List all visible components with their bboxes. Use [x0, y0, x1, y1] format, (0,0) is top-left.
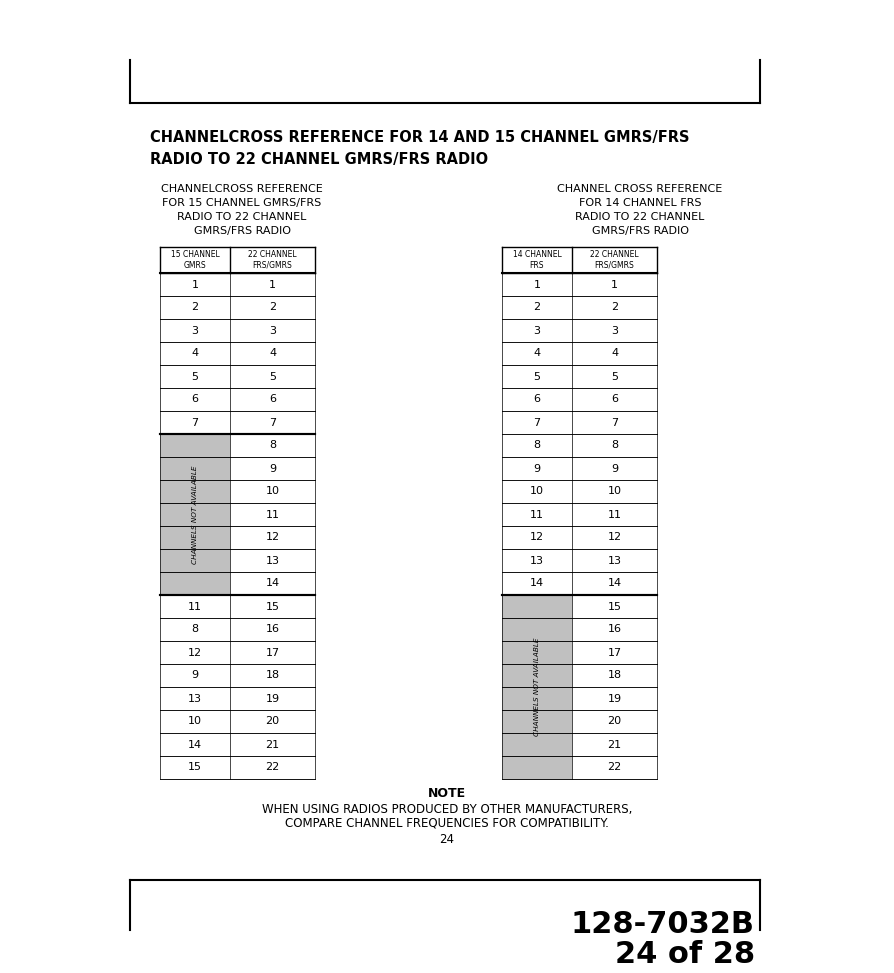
Text: CHANNELCROSS REFERENCE: CHANNELCROSS REFERENCE — [161, 184, 323, 194]
Text: 1: 1 — [534, 279, 541, 290]
Text: 17: 17 — [607, 647, 621, 658]
Text: 5: 5 — [534, 372, 541, 381]
Text: 6: 6 — [534, 394, 541, 405]
Text: 128-7032B: 128-7032B — [571, 910, 755, 939]
Text: 14: 14 — [607, 579, 621, 589]
Text: 8: 8 — [269, 441, 276, 450]
Text: 11: 11 — [266, 510, 280, 520]
Text: 12: 12 — [607, 532, 621, 543]
Text: 11: 11 — [530, 510, 544, 520]
Text: 11: 11 — [188, 601, 202, 611]
Bar — [502, 595, 572, 779]
Text: 15: 15 — [608, 601, 621, 611]
Text: 2: 2 — [191, 303, 198, 312]
Text: 22: 22 — [266, 763, 280, 773]
Text: 2: 2 — [534, 303, 541, 312]
Text: 4: 4 — [611, 348, 618, 358]
Text: 8: 8 — [534, 441, 541, 450]
Text: 6: 6 — [191, 394, 198, 405]
Text: 22 CHANNEL
FRS/GMRS: 22 CHANNEL FRS/GMRS — [590, 250, 639, 270]
Text: 1: 1 — [191, 279, 198, 290]
Text: 21: 21 — [266, 739, 280, 749]
Text: 12: 12 — [530, 532, 544, 543]
Text: 15 CHANNEL
GMRS: 15 CHANNEL GMRS — [171, 250, 219, 270]
Text: 7: 7 — [191, 417, 198, 427]
Text: 20: 20 — [266, 716, 280, 727]
Text: 14: 14 — [266, 579, 280, 589]
Text: CHANNELS NOT AVAILABLE: CHANNELS NOT AVAILABLE — [192, 465, 198, 563]
Text: 22 CHANNEL
FRS/GMRS: 22 CHANNEL FRS/GMRS — [249, 250, 297, 270]
Text: 16: 16 — [608, 625, 621, 634]
Text: 7: 7 — [269, 417, 276, 427]
Text: 24 of 28: 24 of 28 — [615, 940, 755, 969]
Text: 14: 14 — [188, 739, 202, 749]
Text: CHANNELS NOT AVAILABLE: CHANNELS NOT AVAILABLE — [534, 637, 540, 737]
Text: 7: 7 — [611, 417, 618, 427]
Text: 13: 13 — [188, 694, 202, 703]
Text: RADIO TO 22 CHANNEL: RADIO TO 22 CHANNEL — [576, 212, 704, 222]
Text: 6: 6 — [269, 394, 276, 405]
Text: 13: 13 — [266, 556, 280, 565]
Text: 3: 3 — [191, 326, 198, 336]
Text: 9: 9 — [269, 463, 276, 474]
Text: 5: 5 — [191, 372, 198, 381]
Text: 3: 3 — [611, 326, 618, 336]
Text: RADIO TO 22 CHANNEL: RADIO TO 22 CHANNEL — [177, 212, 307, 222]
Text: 18: 18 — [607, 670, 621, 680]
Text: 13: 13 — [530, 556, 544, 565]
Text: 10: 10 — [266, 486, 280, 496]
Text: 16: 16 — [266, 625, 280, 634]
Text: 8: 8 — [611, 441, 618, 450]
Text: 9: 9 — [191, 670, 198, 680]
Text: 10: 10 — [188, 716, 202, 727]
Text: 9: 9 — [534, 463, 541, 474]
Text: 22: 22 — [607, 763, 621, 773]
Text: 12: 12 — [266, 532, 280, 543]
Text: 13: 13 — [608, 556, 621, 565]
Text: GMRS/FRS RADIO: GMRS/FRS RADIO — [193, 226, 291, 236]
Text: 17: 17 — [266, 647, 280, 658]
Text: 12: 12 — [188, 647, 202, 658]
Text: 24: 24 — [440, 833, 454, 846]
Text: 1: 1 — [269, 279, 276, 290]
Text: 1: 1 — [611, 279, 618, 290]
Text: 9: 9 — [611, 463, 618, 474]
Text: 2: 2 — [269, 303, 276, 312]
Bar — [160, 434, 230, 595]
Text: NOTE: NOTE — [428, 787, 466, 800]
Text: COMPARE CHANNEL FREQUENCIES FOR COMPATIBILITY.: COMPARE CHANNEL FREQUENCIES FOR COMPATIB… — [285, 817, 609, 830]
Text: GMRS/FRS RADIO: GMRS/FRS RADIO — [592, 226, 688, 236]
Text: 5: 5 — [269, 372, 276, 381]
Text: 7: 7 — [534, 417, 541, 427]
Text: 4: 4 — [534, 348, 541, 358]
Text: WHEN USING RADIOS PRODUCED BY OTHER MANUFACTURERS,: WHEN USING RADIOS PRODUCED BY OTHER MANU… — [262, 803, 632, 816]
Text: CHANNEL CROSS REFERENCE: CHANNEL CROSS REFERENCE — [557, 184, 722, 194]
Text: 4: 4 — [269, 348, 276, 358]
Text: 2: 2 — [611, 303, 618, 312]
Text: 3: 3 — [269, 326, 276, 336]
Text: 20: 20 — [607, 716, 621, 727]
Text: 14 CHANNEL
FRS: 14 CHANNEL FRS — [512, 250, 561, 270]
Text: 21: 21 — [607, 739, 621, 749]
Text: 11: 11 — [608, 510, 621, 520]
Text: 8: 8 — [191, 625, 198, 634]
Text: 15: 15 — [188, 763, 202, 773]
Text: 19: 19 — [266, 694, 280, 703]
Text: RADIO TO 22 CHANNEL GMRS/FRS RADIO: RADIO TO 22 CHANNEL GMRS/FRS RADIO — [150, 152, 488, 167]
Text: 14: 14 — [530, 579, 544, 589]
Text: FOR 15 CHANNEL GMRS/FRS: FOR 15 CHANNEL GMRS/FRS — [163, 198, 322, 208]
Text: 15: 15 — [266, 601, 280, 611]
Text: 3: 3 — [534, 326, 541, 336]
Text: 6: 6 — [611, 394, 618, 405]
Text: 4: 4 — [191, 348, 198, 358]
Text: 19: 19 — [607, 694, 621, 703]
Text: FOR 14 CHANNEL FRS: FOR 14 CHANNEL FRS — [578, 198, 701, 208]
Text: 10: 10 — [530, 486, 544, 496]
Text: CHANNELCROSS REFERENCE FOR 14 AND 15 CHANNEL GMRS/FRS: CHANNELCROSS REFERENCE FOR 14 AND 15 CHA… — [150, 130, 689, 145]
Text: 10: 10 — [608, 486, 621, 496]
Text: 18: 18 — [266, 670, 280, 680]
Text: 5: 5 — [611, 372, 618, 381]
